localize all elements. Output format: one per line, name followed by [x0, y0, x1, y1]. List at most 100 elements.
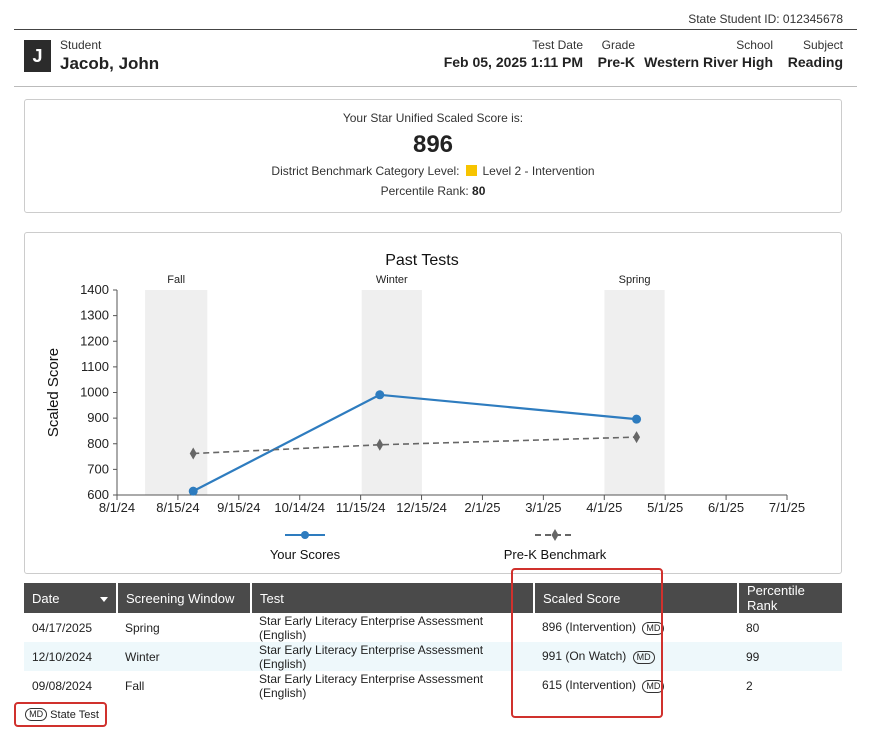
past-tests-chart-card: Fall Winter Spring 600 700 800 900 1000 1100 1200…	[24, 232, 842, 574]
x-tick-label: 4/1/25	[586, 500, 622, 515]
md-badge: MD	[642, 622, 665, 635]
col-date[interactable]: Date	[24, 583, 118, 613]
subject-block: Subject Reading	[788, 38, 843, 70]
percentile-rank: Percentile Rank: 80	[25, 184, 841, 198]
cell-test: Star Early Literacy Enterprise Assessmen…	[259, 671, 484, 700]
cell-test: Star Early Literacy Enterprise Assessmen…	[251, 642, 534, 671]
x-tick-label: 10/14/24	[274, 500, 325, 515]
legend-benchmark-marker	[551, 529, 559, 541]
sort-desc-icon[interactable]	[100, 596, 108, 602]
x-tick-label: 7/1/25	[769, 500, 805, 515]
x-tick-label: 8/1/24	[99, 500, 135, 515]
y-tick-label: 1200	[80, 333, 109, 348]
cell-window: Fall	[125, 678, 145, 693]
header-divider	[14, 29, 857, 30]
screening-window-band	[145, 290, 208, 495]
percentile-rank-value: 80	[472, 184, 486, 198]
cell-pr: 99	[738, 642, 842, 671]
x-tick-label: 6/1/25	[708, 500, 744, 515]
cell-window: Spring	[125, 620, 160, 635]
percentile-rank-label: Percentile Rank:	[380, 184, 469, 198]
legend-benchmark: Pre-K Benchmark	[504, 547, 607, 562]
md-badge: MD	[632, 651, 655, 664]
legend-score-marker	[301, 531, 309, 539]
score-point	[632, 414, 642, 424]
state-test-footnote: MD State Test	[14, 702, 107, 727]
header-bottom-divider	[14, 86, 857, 87]
cell-score: 615 (Intervention) MD	[534, 671, 738, 700]
screening-window-label: Fall	[167, 274, 185, 286]
grade-value: Pre-K	[597, 54, 635, 70]
grade-label: Grade	[601, 38, 635, 52]
x-tick-label: 12/15/24	[396, 500, 447, 515]
y-tick-label: 1400	[80, 282, 109, 297]
x-tick-label: 3/1/25	[525, 500, 561, 515]
benchmark-line	[193, 436, 637, 455]
subject-value: Reading	[787, 54, 843, 70]
col-scaled-score[interactable]: Scaled Score	[534, 583, 739, 613]
cell-date: 12/10/2024	[24, 642, 117, 671]
cell-window: Winter	[117, 642, 251, 671]
test-date-label: Test Date	[532, 38, 583, 52]
cell-score: 991 (On Watch) MD	[534, 642, 738, 671]
table-row[interactable]: 12/10/2024 Winter Star Early Literacy En…	[24, 642, 842, 671]
score-intro: Your Star Unified Scaled Score is:	[342, 111, 524, 125]
table-row[interactable]: 04/17/2025 Spring Star Early Literacy En…	[24, 613, 842, 642]
state-test-label: State Test	[50, 708, 99, 721]
subject-label: Subject	[802, 38, 843, 52]
benchmark-level-label: District Benchmark Category Level:	[271, 164, 460, 178]
avatar: J	[24, 40, 51, 72]
test-date-block: Test Date Feb 05, 2025 1:11 PM	[444, 38, 583, 70]
y-tick-label: 800	[87, 436, 109, 451]
cell-date: 04/17/2025	[32, 620, 93, 635]
screening-window-band	[361, 290, 422, 495]
screening-window-label: Spring	[619, 274, 651, 286]
legend-your-scores: Your Scores	[270, 547, 341, 562]
student-name: Jacob, John	[60, 54, 160, 73]
test-date-value: Feb 05, 2025 1:11 PM	[443, 54, 583, 70]
x-tick-label: 11/15/24	[336, 500, 386, 515]
y-tick-label: 1100	[81, 359, 109, 374]
table-row[interactable]: 09/08/2024 Fall Star Early Literacy Ente…	[24, 671, 842, 700]
school-label: School	[736, 38, 773, 52]
col-test[interactable]: Test	[251, 583, 535, 613]
score-point	[188, 486, 198, 496]
y-tick-label: 1000	[80, 385, 109, 400]
score-point	[375, 390, 385, 400]
cell-pr: 2	[746, 678, 753, 693]
level-color-swatch	[465, 165, 477, 176]
md-badge: MD	[642, 680, 665, 693]
school-value: Western River High	[644, 54, 773, 70]
x-tick-label: 9/15/24	[217, 500, 260, 515]
benchmark-point	[189, 447, 197, 460]
cell-date: 09/08/2024	[32, 678, 93, 693]
student-label: Student	[60, 38, 102, 52]
screening-window-band	[604, 290, 665, 495]
benchmark-level-value: Level 2 - Intervention	[482, 164, 595, 178]
md-badge: MD	[25, 708, 48, 721]
y-tick-label: 900	[87, 410, 109, 425]
y-axis-label: Scaled Score	[45, 348, 62, 437]
chart-title: Past Tests	[385, 252, 459, 269]
scaled-score: 896	[412, 131, 454, 158]
benchmark-point	[376, 438, 384, 451]
x-tick-label: 5/1/25	[647, 500, 683, 515]
scaled-score-highlight	[511, 568, 663, 718]
col-screening-window[interactable]: Screening Window	[117, 583, 252, 613]
col-percentile-rank[interactable]: Percentile Rank	[738, 583, 842, 613]
benchmark-point	[633, 431, 641, 444]
cell-test: Star Early Literacy Enterprise Assessmen…	[259, 613, 484, 642]
past-tests-chart: Fall Winter Spring 600 700 800 900 1000 1100 1200…	[45, 252, 805, 562]
y-tick-label: 600	[87, 487, 109, 502]
x-tick-label: 8/15/24	[156, 500, 199, 515]
school-block: School Western River High	[644, 38, 773, 70]
cell-pr: 80	[746, 620, 760, 635]
table-header-row: Date Screening Window Test Scaled Score …	[24, 583, 842, 613]
state-student-id: State Student ID: 012345678	[688, 12, 843, 26]
benchmark-level: District Benchmark Category Level: Level …	[25, 164, 841, 178]
grade-block: Grade Pre-K	[598, 38, 635, 70]
y-tick-label: 1300	[80, 308, 109, 323]
x-tick-label: 2/1/25	[464, 500, 500, 515]
tests-table: Date Screening Window Test Scaled Score …	[24, 583, 842, 700]
screening-window-label: Winter	[376, 274, 408, 286]
